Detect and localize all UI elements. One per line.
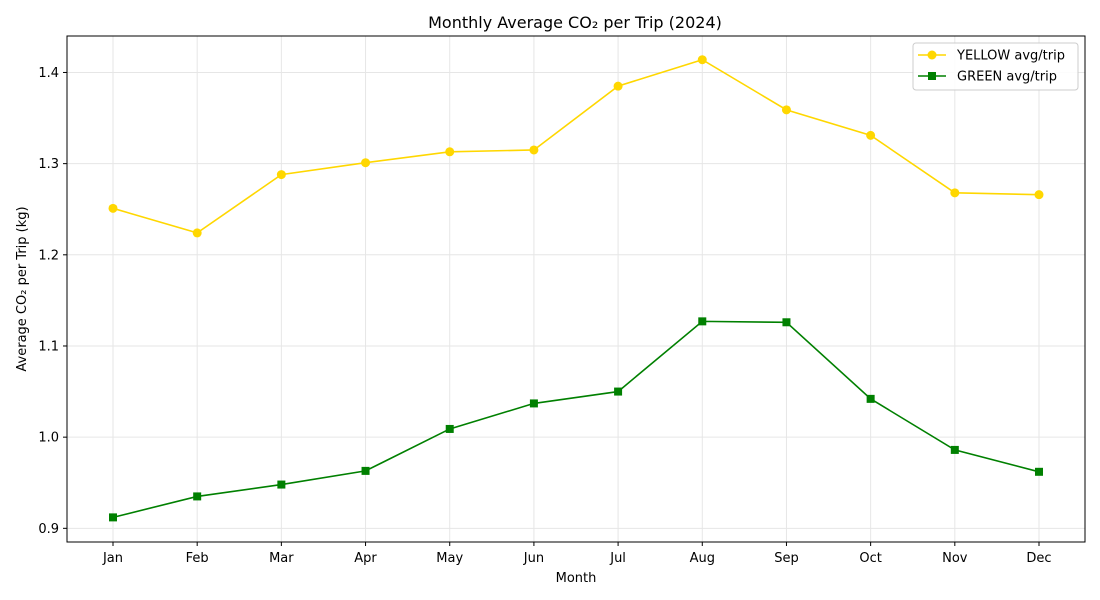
y-tick-label: 1.2: [38, 248, 59, 263]
data-point: [445, 147, 455, 157]
plot-frame: [66, 35, 1086, 543]
data-point: [614, 387, 623, 396]
x-tick-label: Oct: [859, 551, 881, 566]
y-tick-label: 1.0: [38, 431, 59, 446]
data-point: [445, 424, 454, 433]
data-point: [361, 158, 371, 168]
data-point: [193, 492, 202, 501]
data-point: [781, 105, 791, 115]
x-tick-label: May: [436, 551, 463, 566]
series-layer: [108, 55, 1044, 522]
legend-box: [912, 42, 1079, 91]
series-0: [108, 55, 1044, 238]
data-point: [613, 81, 623, 91]
x-tick-label: Dec: [1026, 551, 1051, 566]
x-tick-label: Feb: [186, 551, 209, 566]
data-point: [1035, 467, 1043, 476]
legend: YELLOW avg/trip GREEN avg/trip: [912, 42, 1079, 91]
x-tick-label: Sep: [774, 551, 799, 566]
y-tick-layer: 0.9 1.0 1.1 1.2 1.3 1.4: [38, 66, 67, 537]
y-tick-label: 1.4: [38, 66, 59, 81]
x-axis-label: Month: [556, 571, 597, 586]
x-tick-label: Jul: [609, 551, 626, 566]
data-point: [782, 318, 791, 327]
grid-layer: [67, 36, 1085, 542]
x-tick-label: Jan: [102, 551, 123, 566]
x-tick-label: Mar: [269, 551, 294, 566]
data-point: [950, 445, 959, 454]
legend-entry: YELLOW avg/trip: [918, 49, 1065, 64]
data-point: [108, 203, 118, 213]
legend-entry: GREEN avg/trip: [918, 70, 1057, 85]
data-point: [361, 466, 370, 475]
data-point: [192, 228, 202, 238]
x-tick-label: Apr: [354, 551, 377, 566]
legend-marker: [927, 50, 937, 60]
series-line: [112, 58, 1040, 234]
data-point: [866, 394, 875, 403]
legend-label: YELLOW avg/trip: [956, 49, 1065, 64]
y-tick-label: 1.1: [38, 339, 59, 354]
x-tick-label: Jun: [523, 551, 544, 566]
data-point: [950, 188, 960, 198]
y-tick-label: 1.3: [38, 157, 59, 172]
y-axis-label: Average CO₂ per Trip (kg): [15, 206, 30, 371]
series-line: [112, 320, 1040, 519]
legend-label: GREEN avg/trip: [957, 70, 1057, 85]
data-point: [697, 55, 707, 65]
data-point: [698, 317, 707, 326]
x-tick-label: Nov: [942, 551, 968, 566]
data-point: [866, 130, 876, 140]
data-point: [1034, 190, 1044, 200]
legend-marker: [928, 72, 936, 80]
data-point: [109, 513, 117, 522]
x-tick-label: Aug: [690, 551, 715, 566]
chart-title: Monthly Average CO₂ per Trip (2024): [428, 13, 722, 32]
data-point: [529, 145, 539, 155]
data-point: [277, 480, 286, 489]
x-tick-layer: Jan Feb Mar Apr May Jun Jul Aug Sep Oct Nov Dec: [102, 542, 1052, 566]
series-1: [109, 317, 1043, 522]
y-tick-label: 0.9: [38, 522, 59, 537]
data-point: [529, 399, 538, 408]
data-point: [276, 170, 286, 180]
